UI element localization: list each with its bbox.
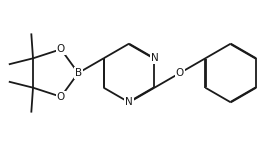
- Text: B: B: [75, 68, 82, 78]
- Text: N: N: [125, 97, 133, 107]
- Text: B: B: [75, 68, 82, 78]
- Text: O: O: [176, 68, 184, 78]
- Text: N: N: [151, 53, 158, 63]
- Text: O: O: [57, 44, 65, 54]
- Text: O: O: [57, 92, 65, 102]
